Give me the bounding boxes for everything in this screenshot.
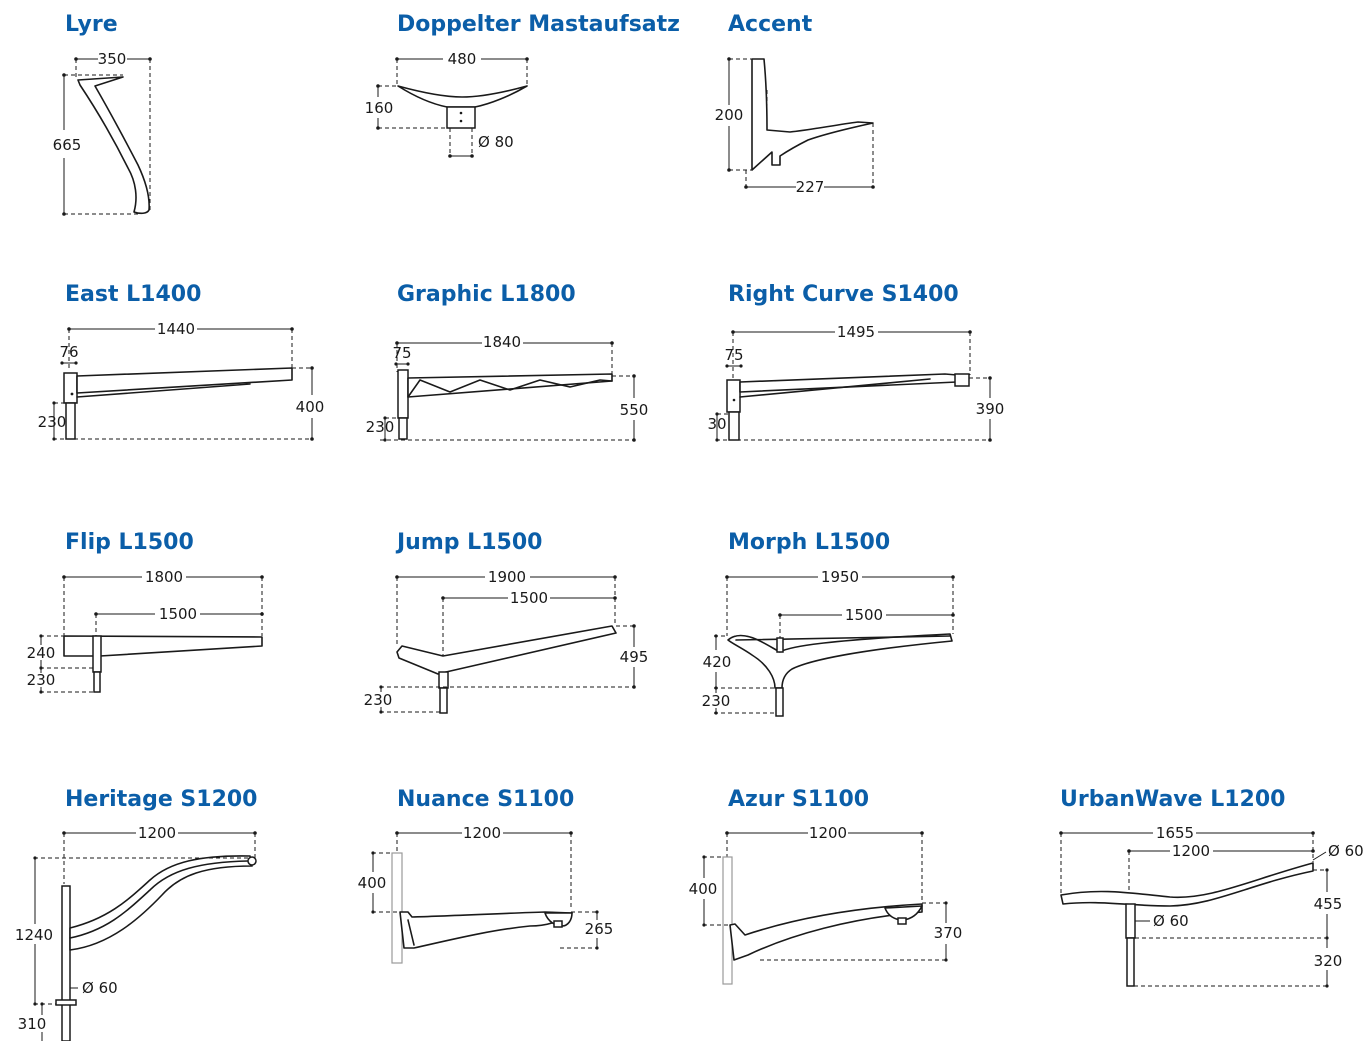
dimension-label: 1200 <box>809 824 847 842</box>
dimension-label: 420 <box>703 653 732 671</box>
bracket-outline <box>407 373 613 398</box>
product-title: Jump L1500 <box>395 530 542 555</box>
dimension-label: 480 <box>448 50 477 68</box>
bracket-outline <box>397 85 528 108</box>
dimension-label: 310 <box>18 1015 47 1033</box>
product-title: Morph L1500 <box>728 530 890 555</box>
product-title: Right Curve S1400 <box>728 282 959 307</box>
dimension-label: 350 <box>98 50 127 68</box>
product-title: Flip L1500 <box>65 530 194 555</box>
product-azur-s1100: Azur S1100 1200 400 370 <box>689 787 963 985</box>
product-urbanwave-l1200: UrbanWave L1200 1655 1200 Ø 60 Ø 60 455 … <box>1059 787 1364 988</box>
product-jump-l1500: Jump L1500 1900 1500 495 230 <box>364 530 649 714</box>
product-title: Heritage S1200 <box>65 787 258 812</box>
product-right-curve-s1400: Right Curve S1400 1495 75 390 30 <box>707 282 1004 442</box>
dimension-label: 1800 <box>145 568 183 586</box>
dimension-label: Ø 60 <box>1328 842 1364 860</box>
dimension-label: 1200 <box>463 824 501 842</box>
dimension-label: 30 <box>707 415 726 433</box>
product-title: Azur S1100 <box>728 787 869 812</box>
dimension-label: 160 <box>365 99 394 117</box>
product-heritage-s1200: Heritage S1200 1200 1240 Ø 60 310 <box>15 787 258 1041</box>
dimension-label: 230 <box>364 691 393 709</box>
bracket-outline <box>727 633 953 689</box>
bracket-outline <box>77 76 150 215</box>
dimension-label: 550 <box>620 401 649 419</box>
dimension-label: 665 <box>53 136 82 154</box>
bracket-outline <box>396 625 617 675</box>
bracket-outline <box>1060 862 1314 907</box>
product-east-l1400: East L1400 1440 76 400 230 <box>38 282 325 441</box>
dimension-label: 400 <box>296 398 325 416</box>
product-accent: Accent 200 227 <box>715 12 875 196</box>
product-graphic-l1800: Graphic L1800 1840 75 550 230 <box>366 282 649 442</box>
bracket-outline <box>63 635 263 657</box>
dimension-label: 230 <box>366 418 395 436</box>
dimension-label: 1495 <box>837 323 875 341</box>
product-title: Graphic L1800 <box>397 282 576 307</box>
dimension-label: 400 <box>689 880 718 898</box>
dimension-label: 400 <box>358 874 387 892</box>
product-title: Accent <box>728 12 813 37</box>
product-flip-l1500: Flip L1500 1800 1500 240 230 <box>27 530 264 694</box>
dimension-label: 1655 <box>1156 824 1194 842</box>
dimension-label: 1840 <box>483 333 521 351</box>
product-title: UrbanWave L1200 <box>1060 787 1285 812</box>
dimension-label: 230 <box>38 413 67 431</box>
dimension-label: 265 <box>585 920 614 938</box>
product-title: Lyre <box>65 12 118 37</box>
dimension-label: 370 <box>934 924 963 942</box>
dimension-label: 227 <box>796 178 825 196</box>
dimension-label: 320 <box>1314 952 1343 970</box>
dimension-label: 495 <box>620 648 649 666</box>
dimension-label: 230 <box>27 671 56 689</box>
bracket-outline <box>739 373 958 393</box>
dimension-label: 1200 <box>138 824 176 842</box>
dimension-label: 1500 <box>510 589 548 607</box>
dimension-label: 1900 <box>488 568 526 586</box>
product-morph-l1500: Morph L1500 1950 1500 420 230 <box>702 530 955 717</box>
bracket-outline <box>76 367 293 394</box>
dimension-label: 455 <box>1314 895 1343 913</box>
dimension-label: 240 <box>27 644 56 662</box>
dimension-label: 1950 <box>821 568 859 586</box>
dimension-label: 75 <box>724 346 743 364</box>
bracket-outline <box>751 58 874 171</box>
dimension-label: 200 <box>715 106 744 124</box>
product-nuance-s1100: Nuance S1100 1200 400 265 <box>358 787 614 964</box>
dimension-label: 76 <box>59 343 78 361</box>
dimension-label: 1200 <box>1172 842 1210 860</box>
dimension-label: 390 <box>976 400 1005 418</box>
product-title: Doppelter Mastaufsatz <box>397 12 680 37</box>
product-title: Nuance S1100 <box>397 787 574 812</box>
dimension-label: Ø 80 <box>478 133 514 151</box>
product-lyre: Lyre 350 665 <box>53 12 152 216</box>
dimension-label: Ø 60 <box>1153 912 1189 930</box>
dimension-label: 230 <box>702 692 731 710</box>
dimension-label: 1500 <box>845 606 883 624</box>
product-title: East L1400 <box>65 282 201 307</box>
dimension-label: 1440 <box>157 320 195 338</box>
dimension-label: 1500 <box>159 605 197 623</box>
dimension-label: 75 <box>392 344 411 362</box>
dimension-label: Ø 60 <box>82 979 118 997</box>
bracket-outline <box>69 855 253 951</box>
product-doppelter-mastaufsatz: Doppelter Mastaufsatz 480 160 Ø 80 <box>365 12 680 158</box>
dimension-label: 1240 <box>15 926 53 944</box>
